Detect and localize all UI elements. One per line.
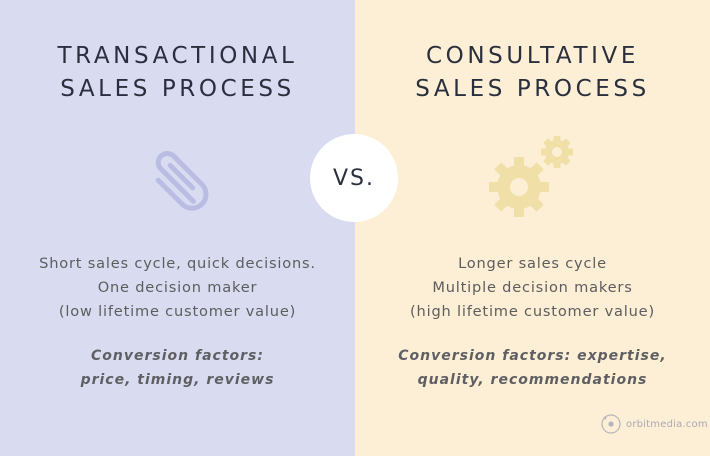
description-line: Longer sales cycle [458, 255, 607, 272]
consultative-conversion-factors: Conversion factors: expertise, quality, … [355, 344, 710, 392]
gears-icon [485, 132, 580, 227]
transactional-conversion-factors: Conversion factors: price, timing, revie… [0, 344, 355, 392]
vs-badge: VS. [310, 134, 398, 222]
consultative-panel: CONSULTATIVE SALES PROCESS Longer sales … [355, 0, 710, 456]
transactional-description: Short sales cycle, quick decisions. One … [0, 252, 355, 324]
factors-line: price, timing, reviews [80, 372, 275, 388]
factors-line: Conversion factors: [91, 348, 264, 364]
consultative-description: Longer sales cycle Multiple decision mak… [355, 252, 710, 324]
title-line: CONSULTATIVE [426, 43, 639, 69]
description-line: (low lifetime customer value) [58, 303, 297, 320]
brand-text: orbitmedia.com [626, 418, 708, 430]
consultative-title: CONSULTATIVE SALES PROCESS [355, 40, 710, 106]
transactional-title: TRANSACTIONAL SALES PROCESS [0, 40, 355, 106]
title-line: SALES PROCESS [60, 76, 295, 102]
orbitmedia-branding: orbitmedia.com [600, 413, 708, 435]
description-line: One decision maker [97, 279, 258, 296]
title-line: TRANSACTIONAL [57, 43, 298, 69]
paperclip-icon [140, 138, 220, 218]
description-line: (high lifetime customer value) [410, 303, 655, 320]
vs-label: VS. [332, 165, 375, 191]
title-line: SALES PROCESS [415, 76, 650, 102]
factors-line: Conversion factors: expertise, [398, 348, 667, 364]
transactional-panel: TRANSACTIONAL SALES PROCESS Short sales … [0, 0, 355, 456]
factors-line: quality, recommendations [417, 372, 648, 388]
orbit-logo-icon [601, 414, 621, 434]
description-line: Short sales cycle, quick decisions. [39, 255, 316, 272]
description-line: Multiple decision makers [432, 279, 633, 296]
